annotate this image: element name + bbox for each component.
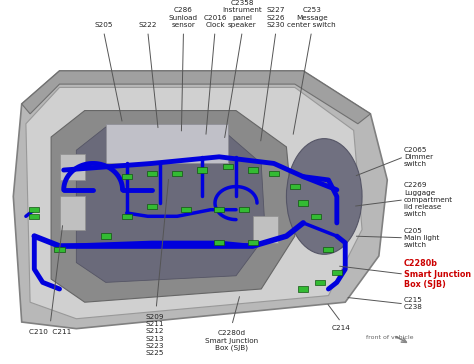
Bar [60,197,85,230]
FancyBboxPatch shape [248,167,258,173]
Text: S209
S211
S212
S213
S223
S225: S209 S211 S212 S213 S223 S225 [146,314,164,356]
Bar [60,154,85,180]
FancyBboxPatch shape [248,240,258,245]
Text: C214: C214 [332,325,350,331]
Text: C210  C211: C210 C211 [29,329,72,335]
FancyBboxPatch shape [100,233,111,239]
FancyBboxPatch shape [29,207,39,212]
Polygon shape [13,71,387,329]
FancyBboxPatch shape [332,270,342,275]
FancyBboxPatch shape [323,247,334,252]
Polygon shape [22,71,371,124]
Polygon shape [26,87,362,319]
Polygon shape [106,124,228,163]
FancyBboxPatch shape [55,247,64,252]
FancyBboxPatch shape [147,204,157,209]
Text: C253
Message
center switch: C253 Message center switch [287,7,336,28]
FancyBboxPatch shape [298,286,308,292]
FancyBboxPatch shape [223,164,233,169]
FancyBboxPatch shape [122,174,132,179]
Text: C2358
Instrument
panel
speaker: C2358 Instrument panel speaker [222,0,262,28]
FancyBboxPatch shape [172,171,182,176]
FancyBboxPatch shape [290,184,300,189]
FancyBboxPatch shape [315,280,325,285]
Text: C215
C238: C215 C238 [404,297,423,310]
Text: C205
Main light
switch: C205 Main light switch [404,228,439,248]
FancyBboxPatch shape [147,171,157,176]
Bar [253,216,278,243]
FancyBboxPatch shape [181,207,191,212]
FancyBboxPatch shape [239,207,249,212]
Text: C286
Sunload
sensor: C286 Sunload sensor [169,7,198,28]
Text: C2280b
Smart Junction
Box (SJB): C2280b Smart Junction Box (SJB) [404,259,471,289]
FancyBboxPatch shape [122,214,132,219]
FancyBboxPatch shape [269,171,279,176]
Text: S222: S222 [138,22,157,28]
Text: C2269
Luggage
compartment
lid release
switch: C2269 Luggage compartment lid release sw… [404,182,453,217]
Text: C2016
Clock: C2016 Clock [203,15,227,28]
FancyBboxPatch shape [311,214,321,219]
FancyBboxPatch shape [298,201,308,206]
FancyBboxPatch shape [214,207,224,212]
FancyBboxPatch shape [214,240,224,245]
Text: S227
S226
S230: S227 S226 S230 [267,7,285,28]
FancyBboxPatch shape [29,214,39,219]
Text: S205: S205 [94,22,113,28]
Text: C2065
Dimmer
switch: C2065 Dimmer switch [404,147,433,167]
Polygon shape [76,127,265,282]
Text: front of vehicle: front of vehicle [366,335,414,340]
Ellipse shape [286,139,362,254]
FancyBboxPatch shape [197,167,208,173]
Text: C2280d
Smart Junction
Box (SJB): C2280d Smart Junction Box (SJB) [205,330,258,351]
Polygon shape [51,111,295,302]
